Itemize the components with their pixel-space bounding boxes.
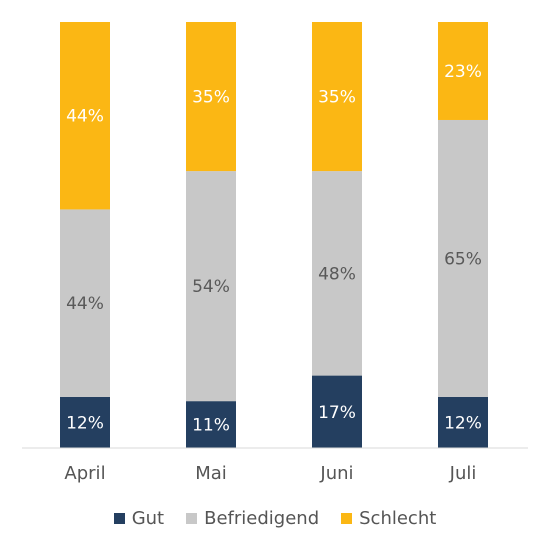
- bar-gut-juni: [312, 375, 362, 448]
- legend-swatch-befriedigend: [186, 512, 198, 524]
- x-tick-label-juli: Juli: [449, 463, 477, 484]
- legend-swatch-gut: [113, 512, 125, 524]
- x-tick-label-april: April: [64, 463, 105, 484]
- data-label-gut-juli: 12%: [444, 413, 482, 433]
- legend-item-gut: Gut: [113, 507, 165, 529]
- bar-befriedigend-mai: [186, 171, 236, 402]
- data-label-gut-april: 12%: [66, 413, 104, 433]
- bar-schlecht-juni: [312, 22, 362, 172]
- bar-schlecht-juli: [438, 22, 488, 120]
- data-label-befriedigend-april: 44%: [66, 294, 104, 314]
- data-label-schlecht-april: 44%: [66, 107, 104, 127]
- bar-befriedigend-juli: [438, 119, 488, 397]
- data-label-schlecht-juni: 35%: [318, 88, 356, 108]
- data-label-befriedigend-mai: 54%: [192, 277, 230, 297]
- x-tick-label-mai: Mai: [195, 463, 227, 484]
- bar-gut-juli: [438, 396, 488, 448]
- bar-befriedigend-april: [60, 209, 110, 397]
- category-labels-layer: April Mai Juni Juli: [64, 463, 476, 484]
- data-label-schlecht-juli: 23%: [444, 62, 482, 82]
- legend-item-schlecht: Schlecht: [341, 508, 436, 529]
- legend: Gut Befriedigend Schlecht: [0, 505, 550, 531]
- data-label-gut-mai: 11%: [192, 416, 230, 436]
- legend-swatch-schlecht: [341, 512, 353, 524]
- data-label-befriedigend-juli: 65%: [444, 249, 482, 269]
- data-label-gut-juni: 17%: [318, 403, 356, 423]
- legend-label-gut: Gut: [131, 507, 165, 529]
- x-tick-label-juni: Juni: [319, 463, 353, 484]
- bar-schlecht-mai: [186, 22, 236, 172]
- legend-label-schlecht: Schlecht: [359, 507, 437, 529]
- data-label-schlecht-mai: 35%: [192, 88, 230, 108]
- bar-schlecht-april: [60, 22, 110, 210]
- legend-label-befriedigend: Befriedigend: [204, 507, 320, 529]
- data-label-befriedigend-juni: 48%: [318, 264, 356, 284]
- legend-item-befriedigend: Befriedigend: [186, 508, 319, 529]
- bar-befriedigend-juni: [312, 171, 362, 376]
- bar-gut-mai: [186, 401, 236, 448]
- bar-gut-april: [60, 396, 110, 448]
- bars-layer: 12% 44% 44% 11% 54% 35% 17% 48% 35% 12% 65% 23%: [60, 22, 488, 448]
